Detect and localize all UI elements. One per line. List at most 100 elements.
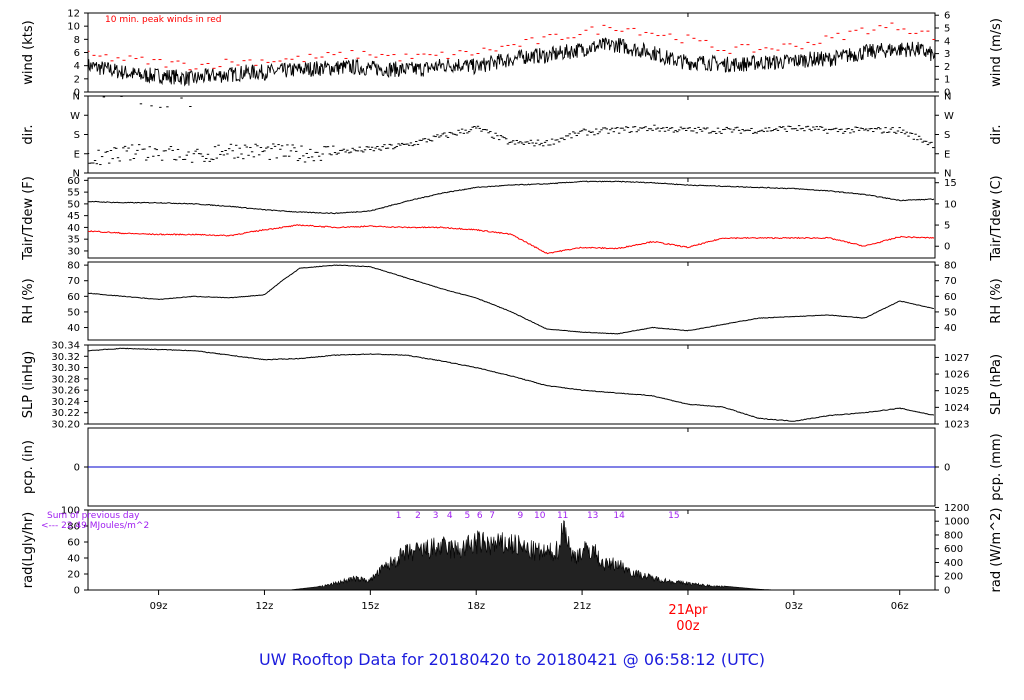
wind-speed-line (88, 37, 935, 87)
slp-ytick-label-left: 30.32 (51, 352, 80, 363)
pcp-ylabel-left: pcp. (in) (21, 440, 36, 494)
rad-hour-label: 13 (587, 511, 598, 521)
rad-note-line2: <--- 22.49 MJoules/m^2 (41, 521, 149, 531)
temp-ytick-label-left: 35 (67, 235, 80, 246)
slp-line (88, 347, 935, 422)
rh-ytick-label-right: 40 (944, 323, 957, 334)
rad-ytick-label-left: 20 (67, 570, 80, 581)
dir-ylabel-right: dir. (989, 124, 1004, 144)
slp-ytick-label-left: 30.20 (51, 420, 80, 431)
wind-ytick-label-left: 0 (74, 88, 80, 99)
slp-plot-area (88, 347, 935, 422)
x-tick-label: 21z (573, 601, 591, 612)
wind-ytick-label-right: 0 (944, 88, 950, 99)
rad-ytick-label-left: 60 (67, 538, 80, 549)
slp-panel-frame (87, 344, 936, 425)
wind-ytick-label-right: 5 (944, 24, 950, 35)
wind-ytick-label-left: 2 (74, 74, 80, 85)
wind-ylabel-left: wind (kts) (21, 20, 36, 84)
rad-ytick-label-right: 800 (944, 530, 963, 541)
x-tick-label: 06z (891, 601, 909, 612)
slp-ylabel-right: SLP (hPa) (989, 354, 1004, 415)
rad-hour-label: 4 (447, 511, 453, 521)
rad-hour-label: 5 (465, 511, 471, 521)
rad-ytick-label-right: 1200 (944, 503, 969, 514)
rad-ytick-label-right: 400 (944, 558, 963, 569)
rad-ytick-label-right: 0 (944, 586, 950, 597)
temp-ytick-label-left: 55 (67, 188, 80, 199)
wind-ytick-label-right: 2 (944, 62, 950, 73)
wind-ytick-label-left: 12 (67, 9, 80, 20)
rad-hour-label: 7 (489, 511, 495, 521)
temp-ytick-label-left: 50 (67, 199, 80, 210)
dir-ytick-label-left: N (73, 92, 80, 103)
rh-ytick-label-left: 60 (67, 292, 80, 303)
rh-ytick-label-right: 80 (944, 261, 957, 272)
slp-ytick-label-left: 30.24 (51, 397, 80, 408)
dir-ytick-label-right: S (944, 130, 950, 141)
rad-hour-label: 14 (613, 511, 625, 521)
dewpoint-line (88, 224, 935, 255)
rad-note-line1: Sum of previous day (47, 511, 140, 521)
rad-plot-area (88, 520, 935, 590)
rad-ytick-label-right: 200 (944, 572, 963, 583)
rh-ytick-label-right: 50 (944, 307, 957, 318)
rh-panel-frame (87, 261, 936, 341)
dir-ytick-label-right: W (944, 111, 954, 122)
temp-ytick-label-left: 45 (67, 211, 80, 222)
rad-hour-label: 15 (668, 511, 679, 521)
rad-hour-label: 9 (517, 511, 523, 521)
rad-ytick-label-left: 40 (67, 554, 80, 565)
rh-ylabel-right: RH (%) (989, 278, 1004, 323)
slp-ytick-label-right: 1023 (944, 420, 969, 431)
slp-ytick-label-right: 1026 (944, 370, 969, 381)
rad-ytick-label-left: 100 (61, 506, 80, 517)
temp-ytick-label-right: 15 (944, 178, 957, 189)
rad-ytick-label-left: 0 (74, 586, 80, 597)
rh-ytick-label-right: 70 (944, 276, 957, 287)
pcp-ylabel-right: pcp. (mm) (989, 433, 1004, 500)
dir-ytick-label-right: N (944, 169, 951, 180)
wind-ytick-label-right: 3 (944, 49, 950, 60)
dir-ytick-label-right: E (944, 149, 950, 160)
x-tick-label: 03z (785, 601, 803, 612)
wind-plot-area (88, 22, 935, 87)
x-tick-label: 00z (676, 619, 700, 634)
wind-annotation: 10 min. peak winds in red (105, 15, 222, 25)
x-tick-label: 18z (467, 601, 485, 612)
temp-ytick-label-right: 0 (944, 242, 950, 253)
temp-ylabel-right: Tair/Tdew (C) (989, 175, 1004, 261)
rad-ytick-label-left: 80 (67, 522, 80, 533)
x-tick-label: 15z (361, 601, 379, 612)
temp-ytick-label-left: 30 (67, 246, 80, 257)
temp-ytick-label-right: 5 (944, 221, 950, 232)
x-tick-label: 12z (255, 601, 273, 612)
rad-hour-label: 2 (415, 511, 421, 521)
wind-ytick-label-right: 4 (944, 36, 950, 47)
rh-ytick-label-right: 60 (944, 292, 957, 303)
dir-ytick-label-right: N (944, 92, 951, 103)
page-title: UW Rooftop Data for 20180420 to 20180421… (258, 650, 766, 669)
wind-ylabel-right: wind (m/s) (989, 18, 1004, 87)
dir-plot-area (88, 96, 935, 166)
rh-ylabel-left: RH (%) (21, 278, 36, 323)
rh-ytick-label-left: 80 (67, 261, 80, 272)
rad-ytick-label-right: 1000 (944, 517, 969, 528)
temp-ytick-label-left: 40 (67, 223, 80, 234)
slp-ytick-label-right: 1025 (944, 386, 969, 397)
wind-ytick-label-left: 8 (74, 35, 80, 46)
wind-ytick-label-left: 10 (67, 22, 80, 33)
slp-ytick-label-left: 30.22 (51, 408, 80, 419)
radiation-area (289, 520, 777, 590)
dir-ytick-label-left: N (73, 169, 80, 180)
dir-ylabel-left: dir. (21, 124, 36, 144)
wind-ytick-label-left: 4 (74, 61, 80, 72)
x-tick-label: 09z (150, 601, 168, 612)
pcp-ytick-label-left: 0 (74, 463, 80, 474)
slp-ytick-label-left: 30.26 (51, 386, 80, 397)
rad-ylabel-left: rad(Lgly/hr) (21, 512, 36, 588)
rad-ytick-label-right: 600 (944, 544, 963, 555)
wind-ytick-label-right: 6 (944, 11, 950, 22)
slp-ytick-label-right: 1027 (944, 353, 969, 364)
dir-ytick-label-left: W (70, 111, 80, 122)
